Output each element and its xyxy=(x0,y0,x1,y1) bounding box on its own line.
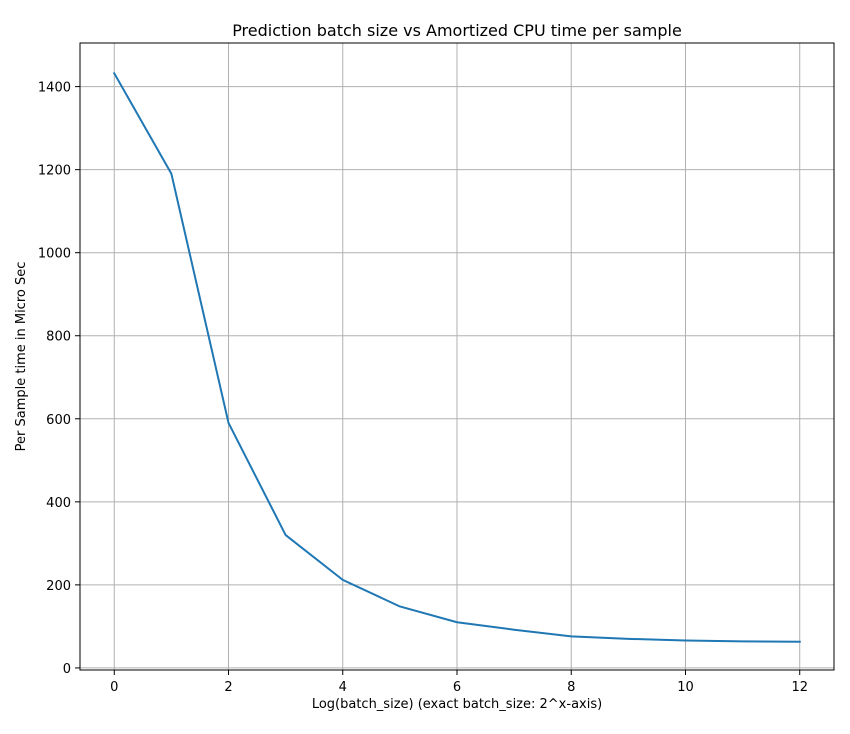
y-tick-label: 0 xyxy=(63,662,71,677)
x-axis-label: Log(batch_size) (exact batch_size: 2^x-a… xyxy=(312,697,602,712)
y-tick-label: 200 xyxy=(46,579,71,594)
x-tick-label: 10 xyxy=(677,680,694,695)
y-tick-label: 800 xyxy=(46,330,71,345)
y-tick-label: 1000 xyxy=(38,247,71,262)
x-axis-ticks: 0 2 4 6 8 10 12 xyxy=(110,670,808,695)
y-tick-label: 400 xyxy=(46,496,71,511)
grid xyxy=(80,43,834,670)
y-axis-ticks: 0 200 400 600 800 1000 1200 1400 xyxy=(38,81,80,677)
x-tick-label: 2 xyxy=(224,680,232,695)
y-axis-label: Per Sample time in Micro Sec xyxy=(14,262,29,452)
x-tick-label: 8 xyxy=(567,680,575,695)
x-tick-label: 12 xyxy=(791,680,808,695)
x-tick-label: 0 xyxy=(110,680,118,695)
y-tick-label: 1400 xyxy=(38,81,71,96)
y-tick-label: 600 xyxy=(46,413,71,428)
y-tick-label: 1200 xyxy=(38,164,71,179)
x-tick-label: 4 xyxy=(339,680,347,695)
x-tick-label: 6 xyxy=(453,680,461,695)
chart-title: Prediction batch size vs Amortized CPU t… xyxy=(232,21,682,40)
